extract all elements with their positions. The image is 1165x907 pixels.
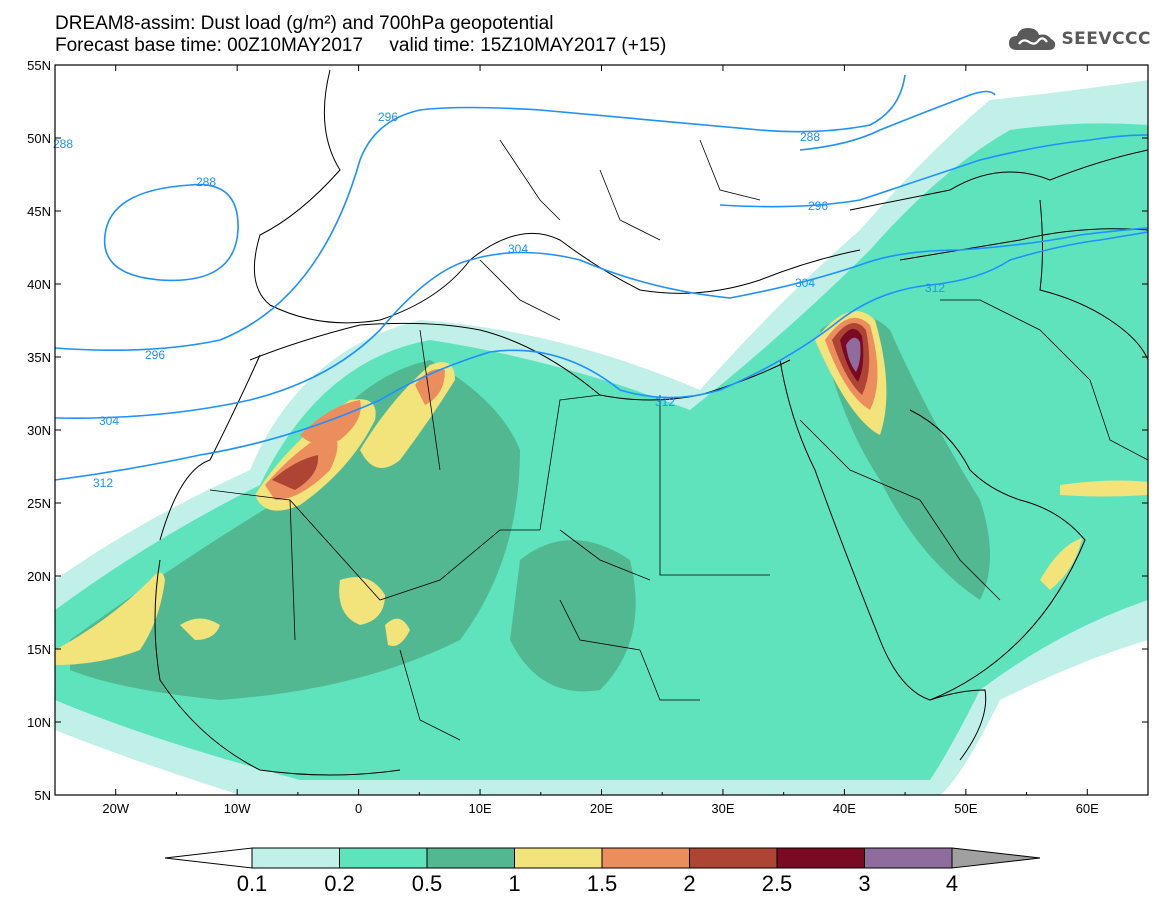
contour-label: 288: [53, 137, 73, 151]
colorbar-label: 1: [508, 871, 520, 896]
colorbar-box: [864, 847, 953, 869]
contour-label: 312: [655, 395, 675, 409]
colorbar-label: 0.5: [412, 871, 443, 896]
dust-region-05c: [510, 540, 636, 692]
map-subtitle: Forecast base time: 00Z10MAY2017 valid t…: [55, 35, 667, 56]
cloud-icon: [1009, 28, 1056, 50]
colorbar-box: [339, 847, 428, 869]
colorbar-box: [689, 847, 778, 869]
lon-tick-label: 0: [355, 801, 362, 816]
contour-label: 296: [145, 348, 165, 362]
lon-tick-label: 30E: [711, 801, 734, 816]
colorbar-box: [601, 847, 690, 869]
contour-296-east: [719, 134, 1149, 208]
lat-tick-label: 55N: [27, 58, 51, 73]
contour-label: 296: [808, 199, 828, 213]
lat-tick-label: 5N: [34, 788, 51, 803]
lon-tick-label: 40E: [833, 801, 856, 816]
dust-region-4: [846, 337, 861, 372]
colorbar-label: 3: [858, 871, 870, 896]
colorbar-label: 2: [683, 871, 695, 896]
lat-tick-label: 15N: [27, 642, 51, 657]
dust-region-2a: [272, 455, 319, 490]
contour-288-east: [799, 90, 996, 151]
latitude-axis: 5N 10N 15N 20N 25N 30N 35N 40N 45N 50N 55N: [27, 58, 1148, 803]
dust-field: [55, 65, 1148, 795]
lat-tick-label: 20N: [27, 569, 51, 584]
longitude-axis: 20W 10W 0 10E 20E 30E 40E 50E 60E: [54, 65, 1149, 816]
lon-tick-label: 10E: [468, 801, 491, 816]
lon-tick-label: 60E: [1076, 801, 1099, 816]
dust-region-1i: [385, 618, 410, 646]
lat-tick-label: 25N: [27, 496, 51, 511]
dust-region-1d: [339, 577, 385, 625]
contour-312: [54, 231, 1149, 481]
colorbar-label: 2.5: [762, 871, 793, 896]
colorbar-label: 4: [946, 871, 958, 896]
seevccc-logo: SEEVCCC: [1007, 22, 1151, 56]
contour-labels: 296 288 288 296 304 304 312 296 304 312 …: [53, 110, 945, 490]
contour-label: 288: [800, 130, 820, 144]
logo-text: SEEVCCC: [1061, 29, 1151, 49]
lon-tick-label: 20W: [102, 801, 129, 816]
colorbar-label: 0.2: [324, 871, 355, 896]
dust-region-1g: [1040, 538, 1082, 590]
contour-label: 288: [196, 175, 216, 189]
country-borders: [209, 139, 1149, 741]
contour-label: 304: [99, 414, 119, 428]
lat-tick-label: 30N: [27, 423, 51, 438]
colorbar-box: [251, 847, 340, 869]
contour-288-west: [103, 183, 239, 282]
colorbar-upper-extend: [951, 847, 1041, 869]
lon-tick-label: 20E: [590, 801, 613, 816]
lat-tick-label: 45N: [27, 204, 51, 219]
colorbar: 0.1 0.2 0.5 1 1.5 2 2.5 3 4: [164, 847, 1041, 896]
lat-tick-label: 35N: [27, 350, 51, 365]
lon-tick-label: 50E: [954, 801, 977, 816]
map-title: DREAM8-assim: Dust load (g/m²) and 700hP…: [55, 13, 554, 34]
colorbar-box: [776, 847, 865, 869]
contour-label: 304: [508, 242, 528, 256]
colorbar-box: [514, 847, 603, 869]
dust-region-1h: [180, 618, 220, 640]
lat-tick-label: 10N: [27, 715, 51, 730]
contour-label: 304: [795, 276, 815, 290]
colorbar-lower-extend: [164, 847, 253, 869]
dust-region-1a: [55, 572, 165, 665]
dust-region-1f: [1060, 480, 1148, 497]
lat-tick-label: 50N: [27, 131, 51, 146]
contour-304: [54, 227, 1149, 419]
lon-tick-label: 10W: [224, 801, 251, 816]
contour-label: 296: [378, 110, 398, 124]
contour-296: [54, 74, 906, 352]
dust-region-15b: [300, 400, 361, 444]
geopotential-contours: [54, 74, 1149, 481]
contour-label: 312: [93, 476, 113, 490]
lat-tick-label: 40N: [27, 277, 51, 292]
colorbar-label: 0.1: [237, 871, 268, 896]
colorbar-label: 1.5: [587, 871, 618, 896]
colorbar-box: [426, 847, 515, 869]
contour-label: 312: [925, 281, 945, 295]
